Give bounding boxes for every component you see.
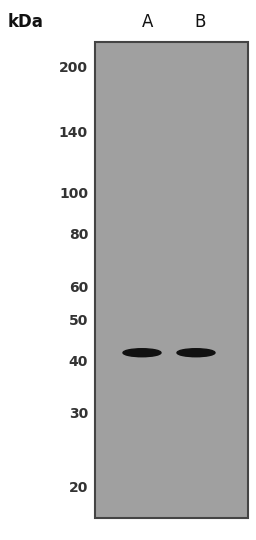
Text: 60: 60 (69, 281, 88, 294)
Text: 200: 200 (59, 60, 88, 75)
Text: kDa: kDa (8, 13, 44, 31)
Text: 30: 30 (69, 407, 88, 421)
FancyBboxPatch shape (95, 42, 248, 518)
Text: A: A (142, 13, 154, 31)
Text: 100: 100 (59, 187, 88, 201)
Ellipse shape (177, 349, 215, 357)
Text: 40: 40 (69, 355, 88, 369)
Text: 50: 50 (69, 314, 88, 328)
Text: 140: 140 (59, 126, 88, 140)
Text: 20: 20 (69, 481, 88, 495)
Text: 80: 80 (69, 228, 88, 242)
Text: B: B (194, 13, 206, 31)
Ellipse shape (123, 349, 161, 357)
